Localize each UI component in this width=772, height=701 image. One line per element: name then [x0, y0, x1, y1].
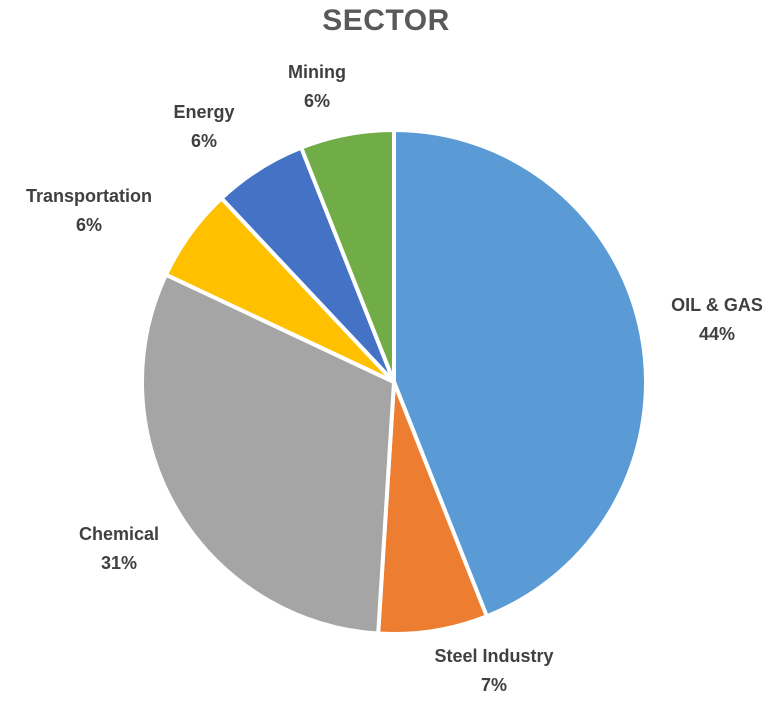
- pie-slice-oil-gas: [392, 128, 648, 619]
- pie-slice-chemical: [140, 272, 396, 636]
- data-label-name-oil-gas: OIL & GAS: [671, 295, 763, 315]
- data-label-name-energy: Energy: [173, 102, 234, 122]
- data-label-value-chemical: 31%: [101, 553, 137, 573]
- chart-title: SECTOR: [322, 4, 450, 37]
- data-label-value-energy: 6%: [191, 131, 217, 151]
- data-label-value-mining: 6%: [304, 91, 330, 111]
- pie-slice-steel-industry: [376, 380, 489, 636]
- data-label-name-transportation: Transportation: [26, 186, 152, 206]
- data-label-name-chemical: Chemical: [79, 524, 159, 544]
- data-label-value-oil-gas: 44%: [699, 324, 735, 344]
- data-label-value-steel-industry: 7%: [481, 675, 507, 695]
- data-label-name-mining: Mining: [288, 62, 346, 82]
- data-label-name-steel-industry: Steel Industry: [434, 646, 553, 666]
- data-label-value-transportation: 6%: [76, 215, 102, 235]
- pie-slice-mining: [299, 128, 396, 384]
